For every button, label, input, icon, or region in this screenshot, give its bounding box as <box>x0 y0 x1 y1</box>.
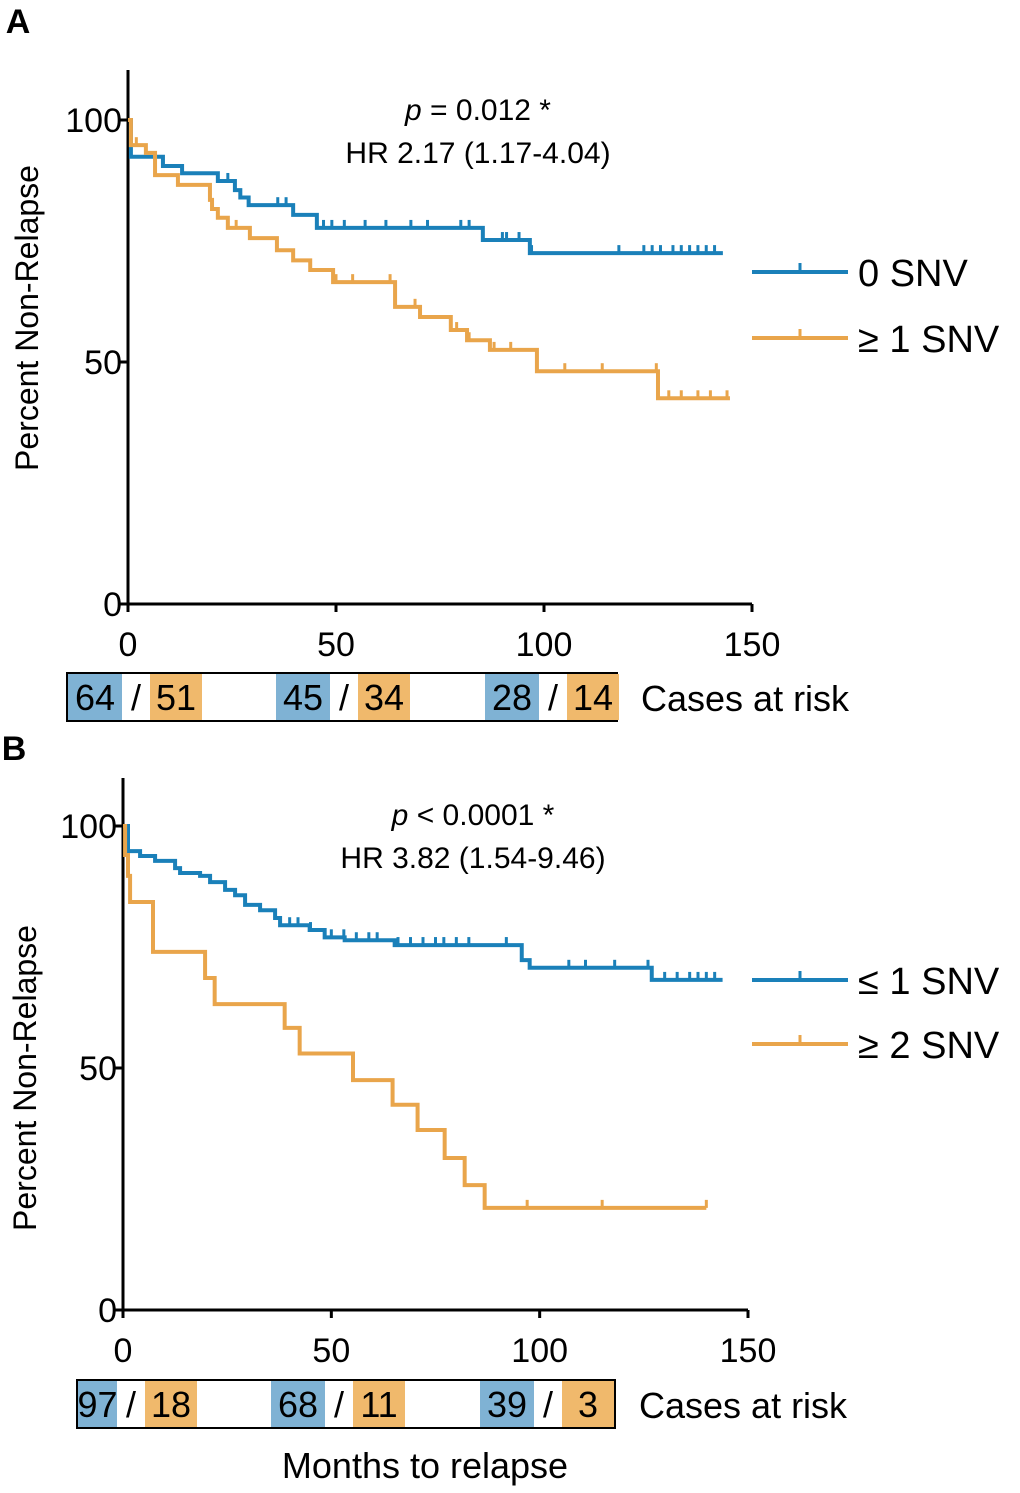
risk-count-orange: 3 <box>578 1384 598 1425</box>
y-tick-label: 50 <box>79 1050 117 1088</box>
panel-b: B 0 50 100 0 50 100 150 Percent Non-Relapse p < 0… <box>2 730 1000 1429</box>
risk-separator: / <box>543 1384 553 1425</box>
risk-count-orange: 51 <box>156 677 196 718</box>
risk-cell-blue <box>68 674 122 720</box>
risk-count-orange: 14 <box>573 677 613 718</box>
risk-separator: / <box>339 677 349 718</box>
risk-count-blue: 64 <box>75 677 115 718</box>
risk-cell-blue <box>78 1381 117 1427</box>
risk-cell-blue <box>485 674 539 720</box>
legend-label: 0 SNV <box>858 253 968 295</box>
x-tick-label: 50 <box>317 626 355 664</box>
risk-cell-orange <box>358 674 410 720</box>
risk-separator: / <box>548 677 558 718</box>
x-tick-label: 150 <box>724 626 781 664</box>
panel-label: A <box>6 3 31 41</box>
risk-count-orange: 11 <box>360 1384 397 1425</box>
p-value-text: = 0.012 * <box>422 94 552 127</box>
risk-cell-orange <box>145 1381 197 1427</box>
x-tick-label: 0 <box>119 626 138 664</box>
x-tick-label: 0 <box>114 1332 133 1370</box>
risk-count-blue: 45 <box>283 677 323 718</box>
y-axis-label: Percent Non-Relapse <box>9 165 45 471</box>
panel-a: A 0 50 100 0 50 100 150 Percent Non-Relapse p = 0… <box>6 3 1000 722</box>
legend-label: ≥ 1 SNV <box>858 319 1000 361</box>
legend-label: ≤ 1 SNV <box>858 961 1000 1003</box>
risk-cell-orange <box>353 1381 405 1427</box>
series-line-0 <box>128 118 723 256</box>
y-axis-label: Percent Non-Relapse <box>7 925 43 1231</box>
risk-count-blue: 39 <box>487 1384 527 1425</box>
x-tick-label: 100 <box>511 1332 568 1370</box>
risk-cell-blue <box>271 1381 325 1427</box>
risk-count-blue: 28 <box>492 677 532 718</box>
y-tick-label: 0 <box>98 1292 117 1330</box>
x-tick-label: 150 <box>720 1332 777 1370</box>
hazard-ratio: HR 3.82 (1.54-9.46) <box>340 842 605 875</box>
panel-label: B <box>2 730 27 768</box>
risk-separator: / <box>131 677 141 718</box>
risk-cell-blue <box>276 674 330 720</box>
risk-cell-orange <box>150 674 202 720</box>
p-value-text: < 0.0001 * <box>408 799 554 832</box>
p-symbol: p <box>391 799 409 832</box>
p-symbol: p <box>404 94 422 127</box>
legend-label: ≥ 2 SNV <box>858 1025 1000 1067</box>
risk-separator: / <box>126 1384 136 1425</box>
risk-count-blue: 97 <box>77 1384 117 1425</box>
risk-separator: / <box>334 1384 344 1425</box>
y-tick-label: 0 <box>103 586 122 624</box>
x-tick-label: 100 <box>516 626 573 664</box>
y-tick-label: 50 <box>84 344 122 382</box>
risk-table-label: Cases at risk <box>641 678 850 719</box>
x-tick-label: 50 <box>312 1332 350 1370</box>
y-tick-label: 100 <box>60 808 117 846</box>
risk-count-orange: 18 <box>151 1384 191 1425</box>
risk-cell-blue <box>480 1381 534 1427</box>
risk-count-blue: 68 <box>278 1384 318 1425</box>
p-value: p = 0.012 * <box>404 94 551 127</box>
series-line-1 <box>128 118 730 401</box>
risk-count-orange: 34 <box>364 677 404 718</box>
risk-cell-orange <box>567 674 619 720</box>
hazard-ratio: HR 2.17 (1.17-4.04) <box>345 137 610 170</box>
risk-table-label: Cases at risk <box>639 1385 848 1426</box>
p-value: p < 0.0001 * <box>391 799 555 832</box>
x-axis-label: Months to relapse <box>282 1445 568 1486</box>
series-line-1 <box>123 824 707 1210</box>
risk-cell-orange <box>562 1381 614 1427</box>
series-line-0 <box>123 824 723 982</box>
y-tick-label: 100 <box>65 102 122 140</box>
